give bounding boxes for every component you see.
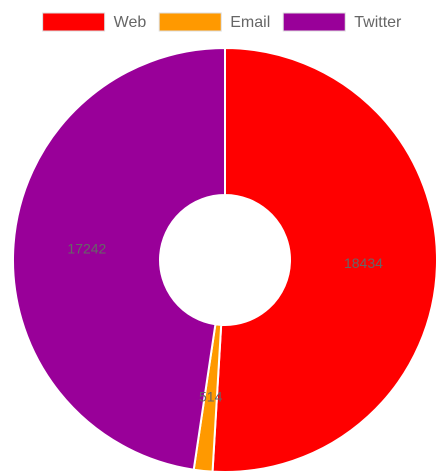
doughnut-segment: [211, 46, 437, 473]
value-label: 514: [199, 388, 223, 404]
value-label: 17242: [67, 240, 106, 256]
legend-text: Twitter: [354, 14, 402, 31]
legend-swatch: [282, 12, 346, 32]
legend-swatch: [158, 12, 222, 32]
legend-text: Web: [114, 14, 147, 31]
legend-swatch: [42, 12, 106, 32]
legend: Web Email Twitter: [42, 12, 402, 32]
doughnut-segment: [12, 46, 226, 471]
value-label: 18434: [344, 255, 383, 271]
legend-text: Email: [230, 14, 270, 31]
